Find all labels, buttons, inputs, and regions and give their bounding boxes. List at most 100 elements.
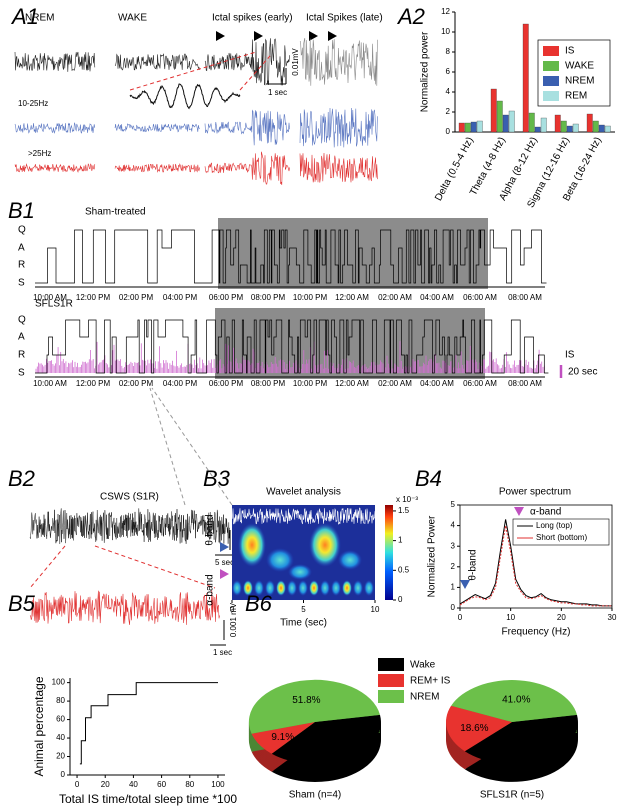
- legend-swatch: [378, 658, 404, 671]
- heatmap-blob: [254, 580, 264, 596]
- axis-title: Time (sec): [280, 618, 327, 629]
- stage-label: S: [18, 368, 25, 379]
- x-tick-label: 100: [211, 780, 225, 789]
- time-label: 12:00 PM: [76, 379, 111, 388]
- signal-trace: [114, 123, 200, 133]
- time-label: 10:00 AM: [33, 293, 67, 302]
- x-tick-label: 40: [129, 780, 138, 789]
- marker-arrow: [220, 542, 229, 552]
- plot-frame: [459, 504, 613, 609]
- y-tick-label: 0: [61, 770, 66, 779]
- panel-label: B6: [245, 591, 273, 616]
- bar: [490, 88, 497, 133]
- x-tick-label: 80: [185, 780, 194, 789]
- heatmap-blob: [309, 580, 319, 596]
- time-label: 08:00 AM: [508, 293, 542, 302]
- y-tick-label: 80: [56, 696, 65, 705]
- x-tick-label: 10: [371, 605, 380, 614]
- heatmap-blob: [266, 548, 294, 572]
- bar: [566, 125, 573, 133]
- colorbar-tick-label: 0.5: [398, 565, 410, 574]
- value-label: 9.1%: [271, 732, 294, 743]
- time-label: 10:00 AM: [33, 379, 67, 388]
- signal-trace: [204, 38, 290, 86]
- y-tick-label: 4: [446, 87, 451, 96]
- signal-trace: [299, 152, 378, 183]
- y-tick-label: 40: [56, 733, 65, 742]
- value-label: 39.1%: [320, 740, 348, 751]
- x-tick-label: 30: [608, 613, 617, 622]
- legend-label: NREM: [410, 692, 439, 703]
- signal-trace: [29, 590, 220, 625]
- signal-trace: [14, 122, 96, 134]
- axis-title: Normalized Power: [427, 515, 438, 597]
- legend-label: REM+ IS: [410, 676, 451, 687]
- y-tick-label: 20: [56, 752, 65, 761]
- group-label: Sham-treated: [85, 207, 146, 218]
- zoom-line: [149, 387, 186, 506]
- legend-label: IS: [565, 46, 575, 57]
- heatmap-blob: [320, 580, 330, 596]
- axis-title: Total IS time/total sleep time *100: [59, 792, 237, 806]
- step-line: [79, 682, 218, 765]
- legend-box: [512, 518, 610, 546]
- annotation: θ-band: [468, 549, 479, 580]
- annotation: α-band: [205, 574, 216, 605]
- stage-label: S: [18, 278, 25, 289]
- band-label: >25Hz: [28, 149, 51, 158]
- stage-label: A: [18, 332, 25, 343]
- x-tick-label: 10: [506, 613, 515, 622]
- pie-slice: [464, 714, 578, 764]
- bar: [604, 125, 611, 133]
- panel-label: B4: [415, 466, 442, 491]
- spectrum-line: [459, 525, 612, 607]
- value-label: 40.4%: [515, 740, 543, 751]
- legend-label: NREM: [565, 76, 594, 87]
- panel-label: B5: [8, 591, 36, 616]
- stage-label: R: [18, 350, 25, 361]
- legend-label: Short (bottom): [536, 533, 587, 542]
- heatmap-blob: [287, 580, 297, 596]
- y-tick-label: 2: [446, 107, 451, 116]
- chart-title: Wavelet analysis: [266, 487, 341, 498]
- legend-swatch: [378, 690, 404, 703]
- hypnogram: [35, 319, 549, 374]
- bar: [528, 112, 535, 133]
- signal-trace: [204, 109, 290, 146]
- colorbar-scale: x 10⁻³: [396, 495, 418, 504]
- panel-label: B2: [8, 466, 35, 491]
- time-label: 08:00 PM: [251, 293, 286, 302]
- bar: [496, 100, 503, 133]
- bar: [586, 113, 593, 133]
- panel-label: B3: [203, 466, 231, 491]
- heatmap-blob: [276, 580, 286, 596]
- bar: [470, 121, 477, 133]
- inset-trace: [129, 83, 241, 110]
- legend-label: WAKE: [565, 61, 594, 72]
- heatmap-blob: [331, 580, 341, 596]
- pie-slice: [446, 705, 512, 752]
- time-label: 12:00 AM: [335, 379, 369, 388]
- axis-title: Animal percentage: [32, 676, 46, 776]
- bar: [476, 120, 483, 133]
- pie-slice: [451, 680, 577, 722]
- time-label: 02:00 AM: [378, 293, 412, 302]
- state-label: Ictal Spikes (late): [306, 13, 383, 24]
- y-tick-label: 10: [441, 27, 450, 36]
- trace-title: CSWS (S1R): [100, 492, 159, 503]
- x-tick-label: 0: [230, 605, 235, 614]
- signal-trace: [299, 38, 378, 86]
- x-tick-label: 60: [157, 780, 166, 789]
- time-label: 04:00 PM: [163, 293, 198, 302]
- heatmap-blob: [298, 580, 308, 596]
- heatmap-blob: [243, 580, 253, 596]
- time-label: 04:00 PM: [163, 379, 198, 388]
- time-label: 06:00 AM: [463, 293, 497, 302]
- marker-arrow: [216, 31, 225, 41]
- x-tick-label: 0: [458, 613, 463, 622]
- marker-arrow: [460, 580, 470, 589]
- pie-title: SFLS1R (n=5): [480, 790, 544, 801]
- y-tick-label: 12: [441, 7, 450, 16]
- chart-title: Power spectrum: [499, 487, 571, 498]
